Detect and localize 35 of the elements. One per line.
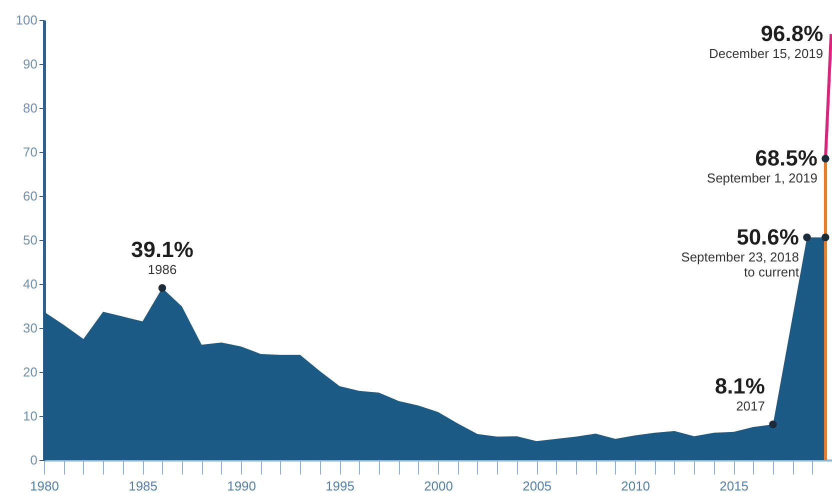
point: [769, 420, 777, 428]
x-tick-label: 2010: [621, 478, 650, 494]
x-tick-label: 1990: [227, 478, 256, 494]
y-tick-label: 50: [23, 232, 38, 248]
y-tick-label: 30: [23, 320, 38, 336]
x-tick-label: 1980: [30, 478, 59, 494]
annotation: 96.8%: [760, 21, 824, 46]
x-tick-label: 2005: [522, 478, 552, 494]
annotation: September 23, 2018: [681, 249, 799, 264]
annotation: December 15, 2019: [708, 46, 824, 62]
y-tick-label: 70: [23, 144, 38, 160]
y-tick-label: 90: [23, 56, 38, 72]
annotation: 50.6%: [736, 224, 799, 250]
y-tick-label: 100: [16, 12, 38, 28]
annotation: 1986: [148, 262, 177, 277]
point: [803, 233, 811, 242]
x-tick-label: 1985: [128, 478, 158, 494]
x-tick-label: 2015: [720, 478, 749, 494]
y-tick-label: 0: [30, 452, 38, 468]
point: [822, 233, 830, 242]
y-tick-label: 20: [23, 364, 38, 380]
annotation: 8.1%: [714, 373, 765, 398]
annotation: 2017: [736, 398, 765, 414]
x-tick-label: 1995: [326, 478, 354, 494]
y-tick-label: 10: [23, 408, 38, 424]
point: [822, 154, 830, 162]
annotation: 68.5%: [755, 146, 818, 171]
y-tick-label: 60: [23, 188, 38, 204]
annotation: 39.1%: [131, 236, 194, 262]
annotation: to current: [744, 264, 800, 280]
x-tick-label: 2000: [424, 478, 453, 494]
y-tick-label: 40: [23, 276, 38, 292]
annotation: September 1, 2019: [706, 170, 818, 186]
y-tick-label: 80: [23, 100, 38, 116]
point: [158, 284, 166, 292]
